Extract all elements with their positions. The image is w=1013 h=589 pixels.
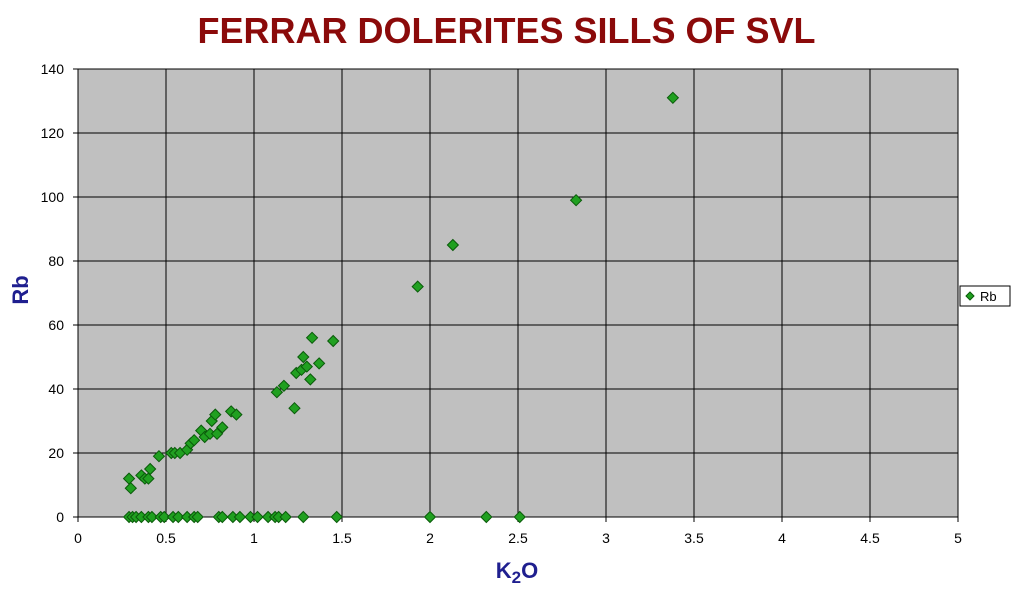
data-point bbox=[569, 193, 583, 207]
y-axis-title: Rb bbox=[8, 275, 33, 304]
data-point bbox=[312, 357, 326, 370]
data-point bbox=[277, 379, 291, 393]
y-tick-label: 140 bbox=[41, 61, 65, 77]
x-tick-label: 0 bbox=[74, 530, 82, 546]
x-tick-label: 3.5 bbox=[684, 530, 704, 546]
y-tick-labels: 0 20 40 60 80 100 120 140 bbox=[41, 61, 65, 525]
data-point bbox=[251, 510, 264, 524]
data-point bbox=[279, 510, 292, 524]
x-axis-title-main: K bbox=[496, 558, 512, 583]
data-point bbox=[142, 472, 155, 485]
y-tick-label: 60 bbox=[48, 317, 64, 333]
data-point bbox=[326, 334, 340, 348]
y-tick-label: 0 bbox=[56, 509, 64, 525]
data-point bbox=[187, 433, 201, 447]
x-axis-title-end: O bbox=[521, 558, 538, 583]
data-point bbox=[230, 408, 243, 421]
data-point bbox=[666, 91, 680, 105]
x-axis-title-subscript: 2 bbox=[512, 568, 521, 587]
x-tick-label: 4 bbox=[778, 530, 786, 546]
data-point bbox=[300, 360, 314, 373]
x-tick-label: 0.5 bbox=[156, 530, 176, 546]
data-point bbox=[304, 373, 317, 386]
data-point bbox=[191, 510, 204, 524]
data-point bbox=[411, 280, 424, 293]
data-point bbox=[216, 510, 229, 524]
x-tick-label: 1.5 bbox=[332, 530, 352, 546]
y-tick-label: 120 bbox=[41, 125, 65, 141]
chart-title: FERRAR DOLERITES SILLS OF SVL bbox=[197, 10, 816, 51]
data-point bbox=[288, 401, 301, 415]
data-point bbox=[216, 421, 229, 434]
data-point bbox=[480, 510, 493, 524]
data-point bbox=[297, 350, 310, 364]
x-tick-label: 2.5 bbox=[508, 530, 528, 546]
y-tick-label: 80 bbox=[48, 253, 64, 269]
data-point bbox=[209, 408, 222, 421]
data-point bbox=[446, 238, 460, 252]
x-axis-title: K2O bbox=[496, 558, 538, 587]
data-point bbox=[145, 510, 159, 524]
data-point bbox=[172, 510, 185, 524]
data-points bbox=[122, 91, 680, 524]
data-point bbox=[270, 385, 284, 399]
x-tick-label: 5 bbox=[954, 530, 962, 546]
y-tick-label: 20 bbox=[48, 445, 64, 461]
data-point bbox=[124, 481, 138, 495]
x-tick-labels: 0 0.5 1 1.5 2 2.5 3 3.5 4 4.5 5 bbox=[74, 530, 962, 546]
data-point bbox=[297, 510, 310, 524]
x-tick-label: 4.5 bbox=[860, 530, 880, 546]
data-point bbox=[305, 331, 319, 345]
x-tick-label: 1 bbox=[250, 530, 258, 546]
data-point bbox=[233, 510, 247, 524]
data-point bbox=[513, 510, 526, 524]
y-tick-label: 40 bbox=[48, 381, 64, 397]
legend-box bbox=[959, 285, 1011, 307]
x-tick-label: 3 bbox=[602, 530, 610, 546]
legend: Rb bbox=[959, 285, 1011, 307]
y-tick-label: 100 bbox=[41, 189, 65, 205]
legend-label: Rb bbox=[980, 289, 997, 304]
x-tick-label: 2 bbox=[426, 530, 434, 546]
data-point bbox=[330, 510, 343, 524]
data-point bbox=[158, 510, 171, 524]
data-point bbox=[152, 449, 166, 463]
data-point bbox=[423, 510, 437, 524]
legend-marker bbox=[965, 291, 975, 301]
data-point bbox=[143, 462, 157, 476]
